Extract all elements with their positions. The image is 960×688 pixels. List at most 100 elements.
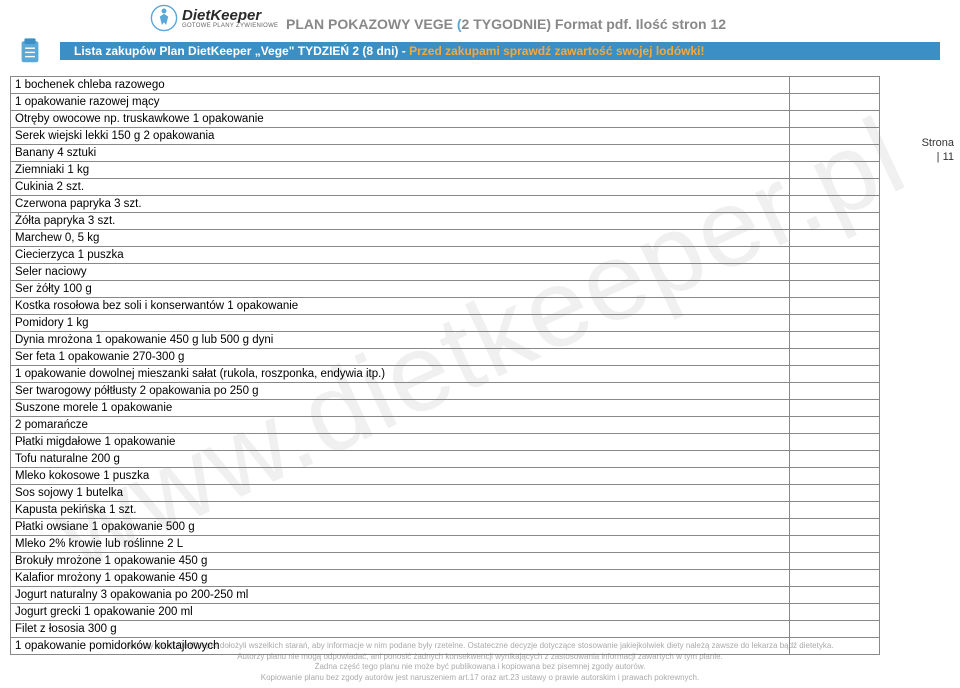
person-icon <box>150 4 178 32</box>
check-cell <box>790 196 880 213</box>
check-cell <box>790 111 880 128</box>
table-row: Dynia mrożona 1 opakowanie 450 g lub 500… <box>11 332 880 349</box>
check-cell <box>790 366 880 383</box>
table-row: Suszone morele 1 opakowanie <box>11 400 880 417</box>
table-row: Kalafior mrożony 1 opakowanie 450 g <box>11 570 880 587</box>
check-cell <box>790 145 880 162</box>
table-row: 1 bochenek chleba razowego <box>11 77 880 94</box>
check-cell <box>790 230 880 247</box>
item-cell: Jogurt grecki 1 opakowanie 200 ml <box>11 604 790 621</box>
item-cell: 1 opakowanie pomidorków koktajlowych <box>11 638 790 655</box>
table-row: Pomidory 1 kg <box>11 315 880 332</box>
item-cell: Ser twarogowy półtłusty 2 opakowania po … <box>11 383 790 400</box>
banner-text-a: Lista zakupów Plan DietKeeper „Vege" TYD… <box>74 44 409 58</box>
table-row: 1 opakowanie razowej mący <box>11 94 880 111</box>
item-cell: Suszone morele 1 opakowanie <box>11 400 790 417</box>
item-cell: 1 opakowanie dowolnej mieszanki sałat (r… <box>11 366 790 383</box>
check-cell <box>790 400 880 417</box>
table-row: Tofu naturalne 200 g <box>11 451 880 468</box>
footer-l3: Żadna część tego planu nie może być publ… <box>30 662 930 673</box>
table-row: Żółta papryka 3 szt. <box>11 213 880 230</box>
table-row: Seler naciowy <box>11 264 880 281</box>
check-cell <box>790 417 880 434</box>
table-row: Kapusta pekińska 1 szt. <box>11 502 880 519</box>
item-cell: Mleko kokosowe 1 puszka <box>11 468 790 485</box>
check-cell <box>790 179 880 196</box>
table-row: 1 opakowanie dowolnej mieszanki sałat (r… <box>11 366 880 383</box>
table-row: Ciecierzyca 1 puszka <box>11 247 880 264</box>
banner-text-b: Przed zakupami sprawdź zawartość swojej … <box>409 44 704 58</box>
check-cell <box>790 264 880 281</box>
item-cell: 2 pomarańcze <box>11 417 790 434</box>
item-cell: Ciecierzyca 1 puszka <box>11 247 790 264</box>
item-cell: Jogurt naturalny 3 opakowania po 200-250… <box>11 587 790 604</box>
title-pages: Ilość stron 12 <box>632 16 726 32</box>
check-cell <box>790 468 880 485</box>
item-cell: 1 opakowanie razowej mący <box>11 94 790 111</box>
table-row: Płatki migdałowe 1 opakowanie <box>11 434 880 451</box>
item-cell: Mleko 2% krowie lub roślinne 2 L <box>11 536 790 553</box>
shopping-list-table: 1 bochenek chleba razowego1 opakowanie r… <box>10 76 880 655</box>
item-cell: Sos sojowy 1 butelka <box>11 485 790 502</box>
item-cell: Kostka rosołowa bez soli i konserwantów … <box>11 298 790 315</box>
page-side-l2: | 11 <box>922 150 954 164</box>
footer-l4: Kopiowanie planu bez zgody autorów jest … <box>30 673 930 684</box>
check-cell <box>790 315 880 332</box>
table-row: Brokuły mrożone 1 opakowanie 450 g <box>11 553 880 570</box>
table-row: Marchew 0, 5 kg <box>11 230 880 247</box>
item-cell: Filet z łososia 300 g <box>11 621 790 638</box>
table-row: Mleko kokosowe 1 puszka <box>11 468 880 485</box>
table-row: Ser feta 1 opakowanie 270-300 g <box>11 349 880 366</box>
item-cell: Dynia mrożona 1 opakowanie 450 g lub 500… <box>11 332 790 349</box>
item-cell: Żółta papryka 3 szt. <box>11 213 790 230</box>
item-cell: Ziemniaki 1 kg <box>11 162 790 179</box>
check-cell <box>790 128 880 145</box>
table-row: Ser twarogowy półtłusty 2 opakowania po … <box>11 383 880 400</box>
table-row: Mleko 2% krowie lub roślinne 2 L <box>11 536 880 553</box>
item-cell: Serek wiejski lekki 150 g 2 opakowania <box>11 128 790 145</box>
check-cell <box>790 77 880 94</box>
page-side-l1: Strona <box>922 136 954 150</box>
check-cell <box>790 349 880 366</box>
page-number-side: Strona | 11 <box>922 136 954 165</box>
title-format: Format pdf. <box>551 16 632 32</box>
title-mid: 2 TYGODNIE) <box>462 16 551 32</box>
item-cell: Tofu naturalne 200 g <box>11 451 790 468</box>
item-cell: Cukinia 2 szt. <box>11 179 790 196</box>
item-cell: Banany 4 sztuki <box>11 145 790 162</box>
check-cell <box>790 621 880 638</box>
item-cell: Kalafior mrożony 1 opakowanie 450 g <box>11 570 790 587</box>
table-row: Czerwona papryka 3 szt. <box>11 196 880 213</box>
item-cell: Brokuły mrożone 1 opakowanie 450 g <box>11 553 790 570</box>
banner-strip: Lista zakupów Plan DietKeeper „Vege" TYD… <box>60 42 940 60</box>
table-row: Cukinia 2 szt. <box>11 179 880 196</box>
table-row: Jogurt naturalny 3 opakowania po 200-250… <box>11 587 880 604</box>
check-cell <box>790 570 880 587</box>
item-cell: Seler naciowy <box>11 264 790 281</box>
item-cell: Płatki migdałowe 1 opakowanie <box>11 434 790 451</box>
logo-brand-text: DietKeeper <box>182 8 278 23</box>
check-cell <box>790 332 880 349</box>
item-cell: Pomidory 1 kg <box>11 315 790 332</box>
item-cell: 1 bochenek chleba razowego <box>11 77 790 94</box>
check-cell <box>790 383 880 400</box>
check-cell <box>790 247 880 264</box>
check-cell <box>790 434 880 451</box>
banner-row: Lista zakupów Plan DietKeeper „Vege" TYD… <box>0 40 960 62</box>
check-cell <box>790 485 880 502</box>
table-row: Sos sojowy 1 butelka <box>11 485 880 502</box>
check-cell <box>790 162 880 179</box>
check-cell <box>790 94 880 111</box>
table-row: Kostka rosołowa bez soli i konserwantów … <box>11 298 880 315</box>
item-cell: Otręby owocowe np. truskawkowe 1 opakowa… <box>11 111 790 128</box>
table-row: Banany 4 sztuki <box>11 145 880 162</box>
table-row: Filet z łososia 300 g <box>11 621 880 638</box>
brand-logo: DietKeeper GOTOWE PLANY ŻYWIENIOWE <box>150 4 278 32</box>
item-cell: Czerwona papryka 3 szt. <box>11 196 790 213</box>
check-cell <box>790 604 880 621</box>
logo-sub-text: GOTOWE PLANY ŻYWIENIOWE <box>182 23 278 29</box>
check-cell <box>790 553 880 570</box>
title-prefix: PLAN POKAZOWY VEGE <box>286 16 457 32</box>
item-cell: Marchew 0, 5 kg <box>11 230 790 247</box>
check-cell <box>790 298 880 315</box>
